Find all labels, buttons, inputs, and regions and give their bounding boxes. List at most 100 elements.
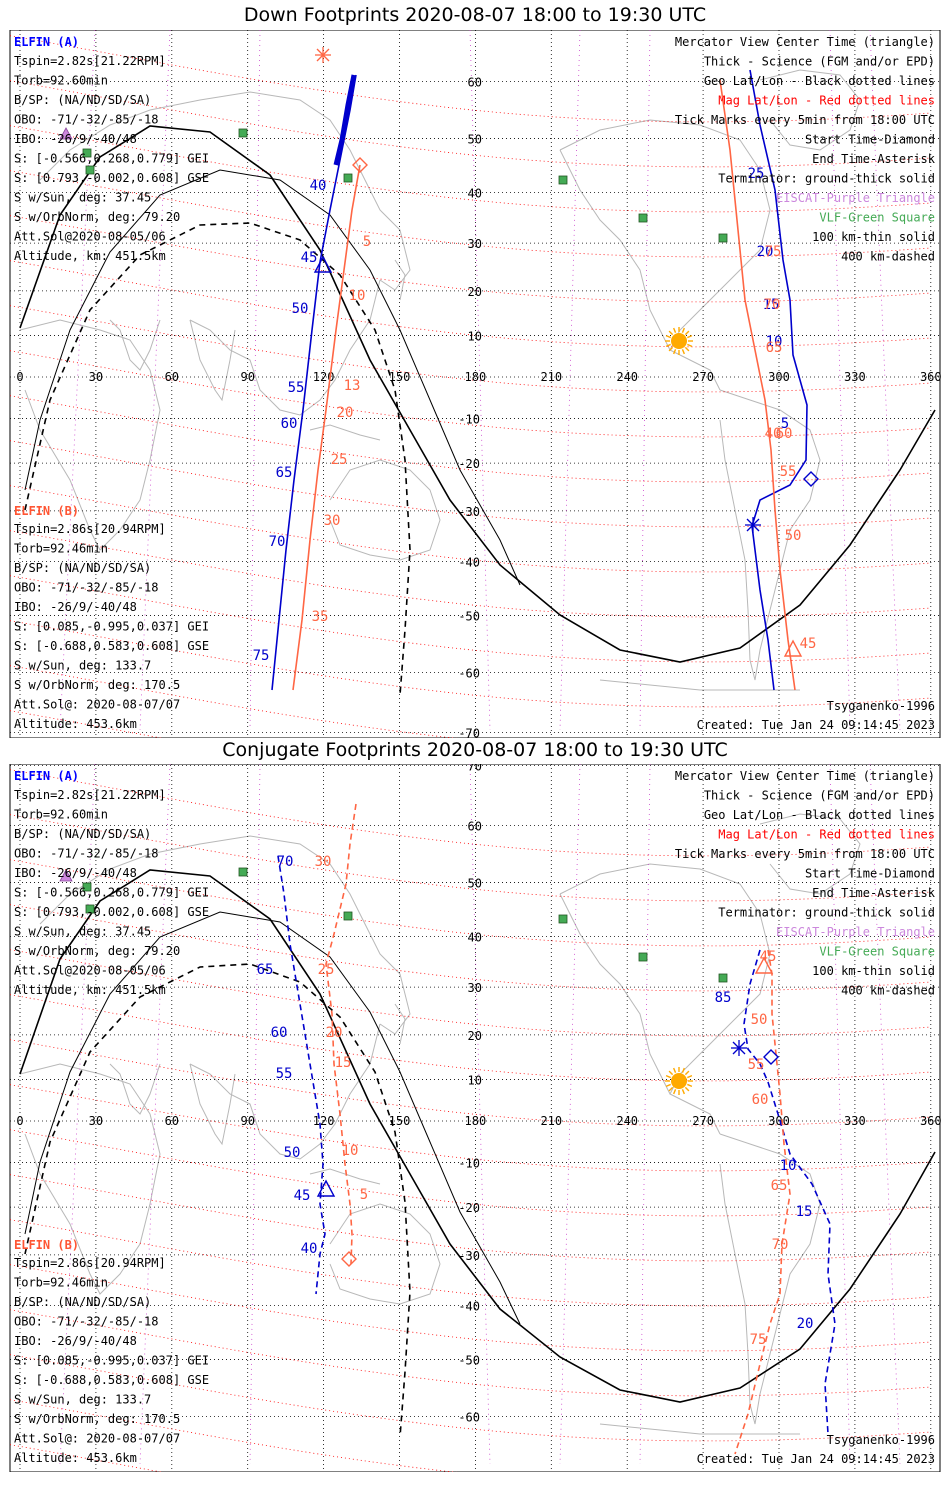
elfin-b-info-line: IBO: -26/9/-40/48	[14, 600, 137, 614]
terminator-thin	[24, 169, 521, 586]
geo-lat-label: 30	[468, 237, 482, 251]
elfin-b-info-line: S w/Sun, deg: 133.7	[14, 1393, 151, 1407]
vlf-station-square	[638, 213, 648, 223]
elfin-b-tick-label: 75	[765, 244, 782, 260]
geo-lon-label: 60	[165, 370, 179, 384]
terminator-thin	[24, 911, 521, 1325]
coastline	[394, 1003, 406, 1045]
mag-lon-gridline	[559, 764, 581, 1465]
mag-lon-gridline	[59, 764, 96, 1465]
elfin-b-tick-label: 5	[363, 234, 371, 250]
elfin-b-info-line: Altitude: 453.6km	[14, 1451, 137, 1465]
legend-line: Mercator View Center Time (triangle)	[675, 769, 935, 783]
coastline	[599, 679, 800, 691]
elfin-a-info-line: Torb=92.60min	[14, 808, 108, 822]
geo-lon-label: 90	[240, 370, 254, 384]
coastline	[19, 319, 161, 551]
elfin-b-tick-label: 50	[785, 528, 802, 544]
legend-line: EISCAT-Purple Triangle	[776, 925, 935, 939]
mag-lon-gridline	[639, 764, 651, 1465]
vlf-station-square	[82, 148, 92, 158]
vlf-station-square	[638, 952, 648, 962]
geo-lon-label: 120	[313, 1114, 335, 1128]
elfin-b-info-title: ELFIN (B)	[14, 504, 79, 518]
coastline	[309, 424, 381, 441]
mag-lon-gridline	[829, 30, 851, 731]
elfin-a-tick-label: 70	[277, 854, 294, 870]
elfin-b-info-line: Att.Sol@: 2020-08-07/07	[14, 698, 180, 712]
mag-lon-gridline	[869, 30, 901, 731]
elfin-a-tick-label: 75	[253, 648, 270, 664]
elfin-b-start-diamond	[341, 1251, 357, 1267]
sun-ray	[672, 349, 677, 355]
geo-lon-label: 330	[844, 370, 866, 384]
elfin-b-tick-label: 25	[318, 962, 335, 978]
elfin-a-info-title: ELFIN (A)	[14, 35, 79, 49]
elfin-a-info-line: OBO: -71/-32/-85/-18	[14, 847, 159, 861]
geo-lat-label: 30	[468, 981, 482, 995]
sun-ray	[668, 1086, 674, 1092]
vlf-station-square	[85, 165, 95, 175]
geo-lat-label: 20	[468, 1029, 482, 1043]
created-timestamp: Created: Tue Jan 24 09:14:45 2023	[697, 1452, 935, 1466]
coastline	[189, 279, 381, 416]
geo-lon-label: 210	[540, 370, 562, 384]
geo-lat-label: -60	[458, 1410, 480, 1424]
elfin-a-tick-label: 60	[271, 1025, 288, 1041]
elfin-a-info-line: Tspin=2.82s[21.22RPM]	[14, 54, 166, 68]
elfin-a-start-diamond	[803, 471, 819, 487]
geo-lat-label: -70	[458, 1470, 480, 1472]
geo-lon-label: 150	[389, 370, 411, 384]
geo-lon-label: 240	[616, 370, 638, 384]
legend-line: Geo Lat/Lon - Black dotted lines	[704, 808, 935, 822]
geo-lon-label: 240	[616, 1114, 638, 1128]
sun-icon	[671, 1073, 687, 1089]
sun-ray	[684, 330, 690, 336]
coastline	[719, 389, 821, 681]
panel-title-down: Down Footprints 2020-08-07 18:00 to 19:3…	[243, 4, 707, 26]
elfin-b-tick-label: 75	[750, 1332, 767, 1348]
elfin-a-tick-label: 55	[288, 380, 305, 396]
mag-lon-gridline	[59, 30, 96, 731]
coastline	[19, 1063, 161, 1295]
conjugate-footprints-map: 70 60 50 40 30 20 10 -10 -20 -30 -40 -50 -60 -70 0 30 60…	[9, 764, 942, 1472]
elfin-b-center-triangle	[783, 639, 803, 657]
geo-lon-label: 30	[89, 1114, 103, 1128]
coastline	[39, 91, 411, 291]
vlf-station-square	[718, 973, 728, 983]
elfin-b-info-line: S w/OrbNorm, deg: 170.5	[14, 678, 180, 692]
elfin-b-tick-label: 20	[337, 405, 354, 421]
coastline	[189, 1063, 236, 1146]
geo-lat-label: 40	[468, 186, 482, 200]
terminator-400km	[24, 222, 411, 696]
terminator-100km	[19, 125, 936, 663]
elfin-b-track-2	[719, 79, 796, 691]
elfin-a-info-line: S: [0.793,-0.002,0.608] GSE	[14, 171, 209, 185]
elfin-a-tick-label: 10	[766, 334, 783, 350]
legend-line: Terminator: ground-thick solid	[718, 906, 935, 920]
elfin-a-tick-label: 65	[276, 465, 293, 481]
geo-lon-label: 180	[465, 1114, 487, 1128]
elfin-b-track	[292, 164, 361, 691]
elfin-b-tick-label: 55	[780, 464, 797, 480]
geo-lon-label: 60	[165, 1114, 179, 1128]
elfin-b-tick-label: 55	[748, 1057, 765, 1073]
legend-line: End Time-Asterisk	[812, 886, 936, 900]
elfin-b-tick-label: 45	[760, 949, 777, 965]
geo-lat-label: 10	[468, 1073, 482, 1087]
mag-lon-gridline	[139, 30, 171, 731]
eiscat-triangle	[59, 127, 73, 140]
elfin-b-track	[325, 803, 357, 1265]
elfin-b-info-line: IBO: -26/9/-40/48	[14, 1334, 137, 1348]
geo-lon-label: 0	[16, 1114, 23, 1128]
geo-lat-label: -10	[458, 413, 480, 427]
elfin-b-info-line: Torb=92.46min	[14, 542, 108, 556]
mag-lon-gridline	[139, 764, 171, 1465]
elfin-b-tick-label: 50	[751, 1012, 768, 1028]
legend-line: VLF-Green Square	[819, 945, 935, 959]
elfin-a-info-line: Torb=92.60min	[14, 74, 108, 88]
geo-lon-label: 270	[692, 1114, 714, 1128]
vlf-station-square	[85, 904, 95, 914]
geo-lat-label: 10	[468, 329, 482, 343]
sun-ray	[687, 1074, 693, 1079]
